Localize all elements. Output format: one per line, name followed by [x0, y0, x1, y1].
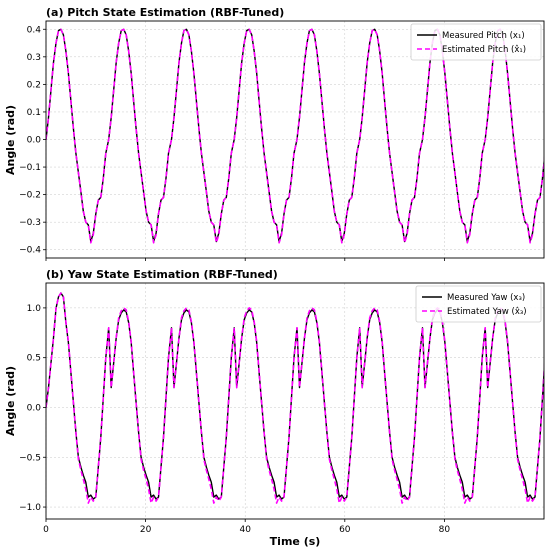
yaw-ytick-label: −0.5 — [19, 453, 41, 463]
pitch-legend-label: Measured Pitch (x₁) — [442, 31, 525, 41]
yaw-series-estimated-line — [46, 292, 544, 504]
yaw-legend-label: Measured Yaw (x₃) — [447, 293, 525, 303]
yaw-ylabel: Angle (rad) — [4, 366, 17, 436]
pitch-series-estimated-line — [46, 28, 544, 244]
pitch-ytick-label: −0.2 — [19, 191, 41, 201]
yaw-xtick-label: 0 — [43, 525, 49, 535]
yaw-xtick-label: 20 — [140, 525, 152, 535]
pitch-legend-box — [410, 23, 542, 61]
pitch-ytick-label: 0.3 — [27, 53, 41, 63]
pitch-ytick-label: 0.2 — [27, 80, 41, 90]
yaw-axes-frame — [45, 282, 545, 520]
yaw-legend-box — [415, 285, 542, 323]
yaw-series — [46, 292, 544, 504]
yaw-xtick-label: 80 — [439, 525, 451, 535]
pitch-ylabel: Angle (rad) — [4, 105, 17, 175]
pitch-legend-label: Estimated Pitch (x̂₁) — [442, 44, 526, 55]
yaw-xtick-label: 40 — [239, 525, 251, 535]
pitch-ytick-label: −0.4 — [19, 246, 41, 256]
pitch-panel: (a) Pitch State Estimation (RBF-Tuned) −… — [4, 6, 545, 261]
yaw-ytick-label: −1.0 — [19, 503, 41, 513]
yaw-xtick-label: 60 — [339, 525, 351, 535]
pitch-title: (a) Pitch State Estimation (RBF-Tuned) — [46, 6, 284, 19]
pitch-ytick-label: −0.1 — [19, 163, 41, 173]
pitch-series — [46, 28, 544, 244]
yaw-ytick-label: 0.0 — [27, 403, 42, 413]
pitch-ytick-label: 0.4 — [27, 25, 42, 35]
pitch-legend: Measured Pitch (x₁) Estimated Pitch (x̂₁) — [410, 23, 542, 61]
yaw-legend-label: Estimated Yaw (x̂₃) — [447, 306, 527, 317]
pitch-y-ticks: −0.4 −0.3 −0.2 −0.1 0.0 0.1 0.2 0.3 0.4 — [19, 25, 46, 256]
yaw-ytick-label: 1.0 — [27, 304, 42, 314]
pitch-series-measured-line — [46, 28, 544, 243]
yaw-title: (b) Yaw State Estimation (RBF-Tuned) — [46, 268, 278, 281]
yaw-ytick-label: 0.5 — [27, 354, 41, 364]
yaw-x-ticks: 0 20 40 60 80 — [43, 519, 450, 535]
pitch-ytick-label: 0.0 — [27, 136, 42, 146]
x-axis-label: Time (s) — [270, 535, 321, 548]
yaw-y-ticks: −1.0 −0.5 0.0 0.5 1.0 — [19, 304, 46, 513]
yaw-panel: (b) Yaw State Estimation (RBF-Tuned) −1.… — [4, 268, 545, 535]
pitch-ytick-label: 0.1 — [27, 108, 41, 118]
pitch-x-ticks — [45, 258, 445, 261]
yaw-legend: Measured Yaw (x₃) Estimated Yaw (x̂₃) — [415, 285, 542, 323]
pitch-ytick-label: −0.3 — [19, 218, 41, 228]
yaw-series-measured-line — [46, 292, 544, 500]
